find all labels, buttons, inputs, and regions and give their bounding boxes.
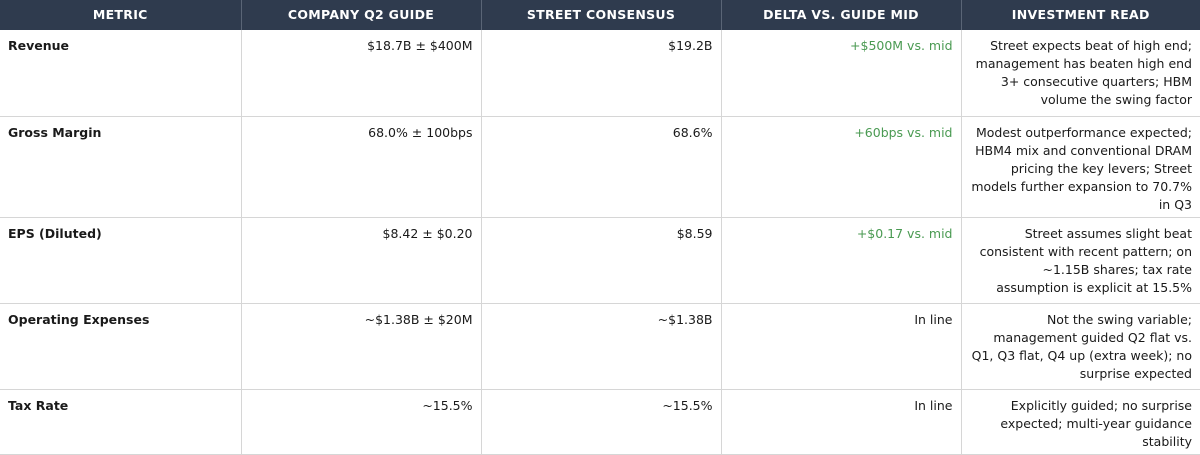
delta-cell: +$500M vs. mid	[721, 30, 962, 117]
table-row-revenue: Revenue $18.7B ± $400M $19.2B +$500M vs.…	[0, 30, 1200, 117]
read-cell: Not the swing variable; management guide…	[961, 303, 1200, 390]
header-investment-read: INVESTMENT READ	[961, 0, 1200, 30]
guide-cell: ~$1.38B ± $20M	[241, 303, 482, 390]
table-row-gross-margin: Gross Margin 68.0% ± 100bps 68.6% +60bps…	[0, 116, 1200, 218]
metric-cell: Tax Rate	[0, 389, 242, 455]
delta-cell: In line	[721, 389, 962, 455]
metric-cell: Operating Expenses	[0, 303, 242, 390]
delta-cell: +$0.17 vs. mid	[721, 217, 962, 304]
delta-cell: In line	[721, 303, 962, 390]
guide-cell: ~15.5%	[241, 389, 482, 455]
table-header: METRIC COMPANY Q2 GUIDE STREET CONSENSUS…	[0, 0, 1200, 30]
table-body: Revenue $18.7B ± $400M $19.2B +$500M vs.…	[0, 30, 1200, 455]
consensus-cell: $8.59	[481, 217, 722, 304]
metric-cell: Gross Margin	[0, 116, 242, 218]
read-cell: Explicitly guided; no surprise expected;…	[961, 389, 1200, 455]
header-row: METRIC COMPANY Q2 GUIDE STREET CONSENSUS…	[0, 0, 1200, 30]
header-company-guide: COMPANY Q2 GUIDE	[241, 0, 482, 30]
consensus-cell: 68.6%	[481, 116, 722, 218]
consensus-cell: ~15.5%	[481, 389, 722, 455]
header-delta: DELTA VS. GUIDE MID	[721, 0, 962, 30]
consensus-cell: ~$1.38B	[481, 303, 722, 390]
metric-cell: Revenue	[0, 30, 242, 117]
table-row-operating-expenses: Operating Expenses ~$1.38B ± $20M ~$1.38…	[0, 303, 1200, 390]
guide-cell: $8.42 ± $0.20	[241, 217, 482, 304]
read-cell: Street assumes slight beat consistent wi…	[961, 217, 1200, 304]
header-street-consensus: STREET CONSENSUS	[481, 0, 722, 30]
read-cell: Street expects beat of high end; managem…	[961, 30, 1200, 117]
table-row-eps: EPS (Diluted) $8.42 ± $0.20 $8.59 +$0.17…	[0, 217, 1200, 304]
guide-cell: 68.0% ± 100bps	[241, 116, 482, 218]
read-cell: Modest outperformance expected; HBM4 mix…	[961, 116, 1200, 218]
consensus-cell: $19.2B	[481, 30, 722, 117]
table-row-tax-rate: Tax Rate ~15.5% ~15.5% In line Explicitl…	[0, 389, 1200, 455]
header-metric: METRIC	[0, 0, 242, 30]
delta-cell: +60bps vs. mid	[721, 116, 962, 218]
guide-cell: $18.7B ± $400M	[241, 30, 482, 117]
metric-cell: EPS (Diluted)	[0, 217, 242, 304]
